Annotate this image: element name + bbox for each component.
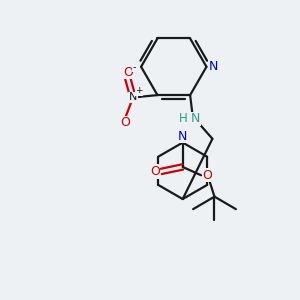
Text: O: O [121, 116, 130, 129]
Text: N: N [208, 60, 218, 73]
Text: -: - [133, 62, 136, 72]
Text: +: + [135, 86, 143, 95]
Text: N: N [191, 112, 200, 125]
Text: N: N [129, 92, 137, 103]
Text: O: O [123, 66, 133, 79]
Text: O: O [150, 165, 160, 178]
Text: H: H [179, 112, 188, 125]
Text: O: O [203, 169, 213, 182]
Text: N: N [178, 130, 188, 142]
